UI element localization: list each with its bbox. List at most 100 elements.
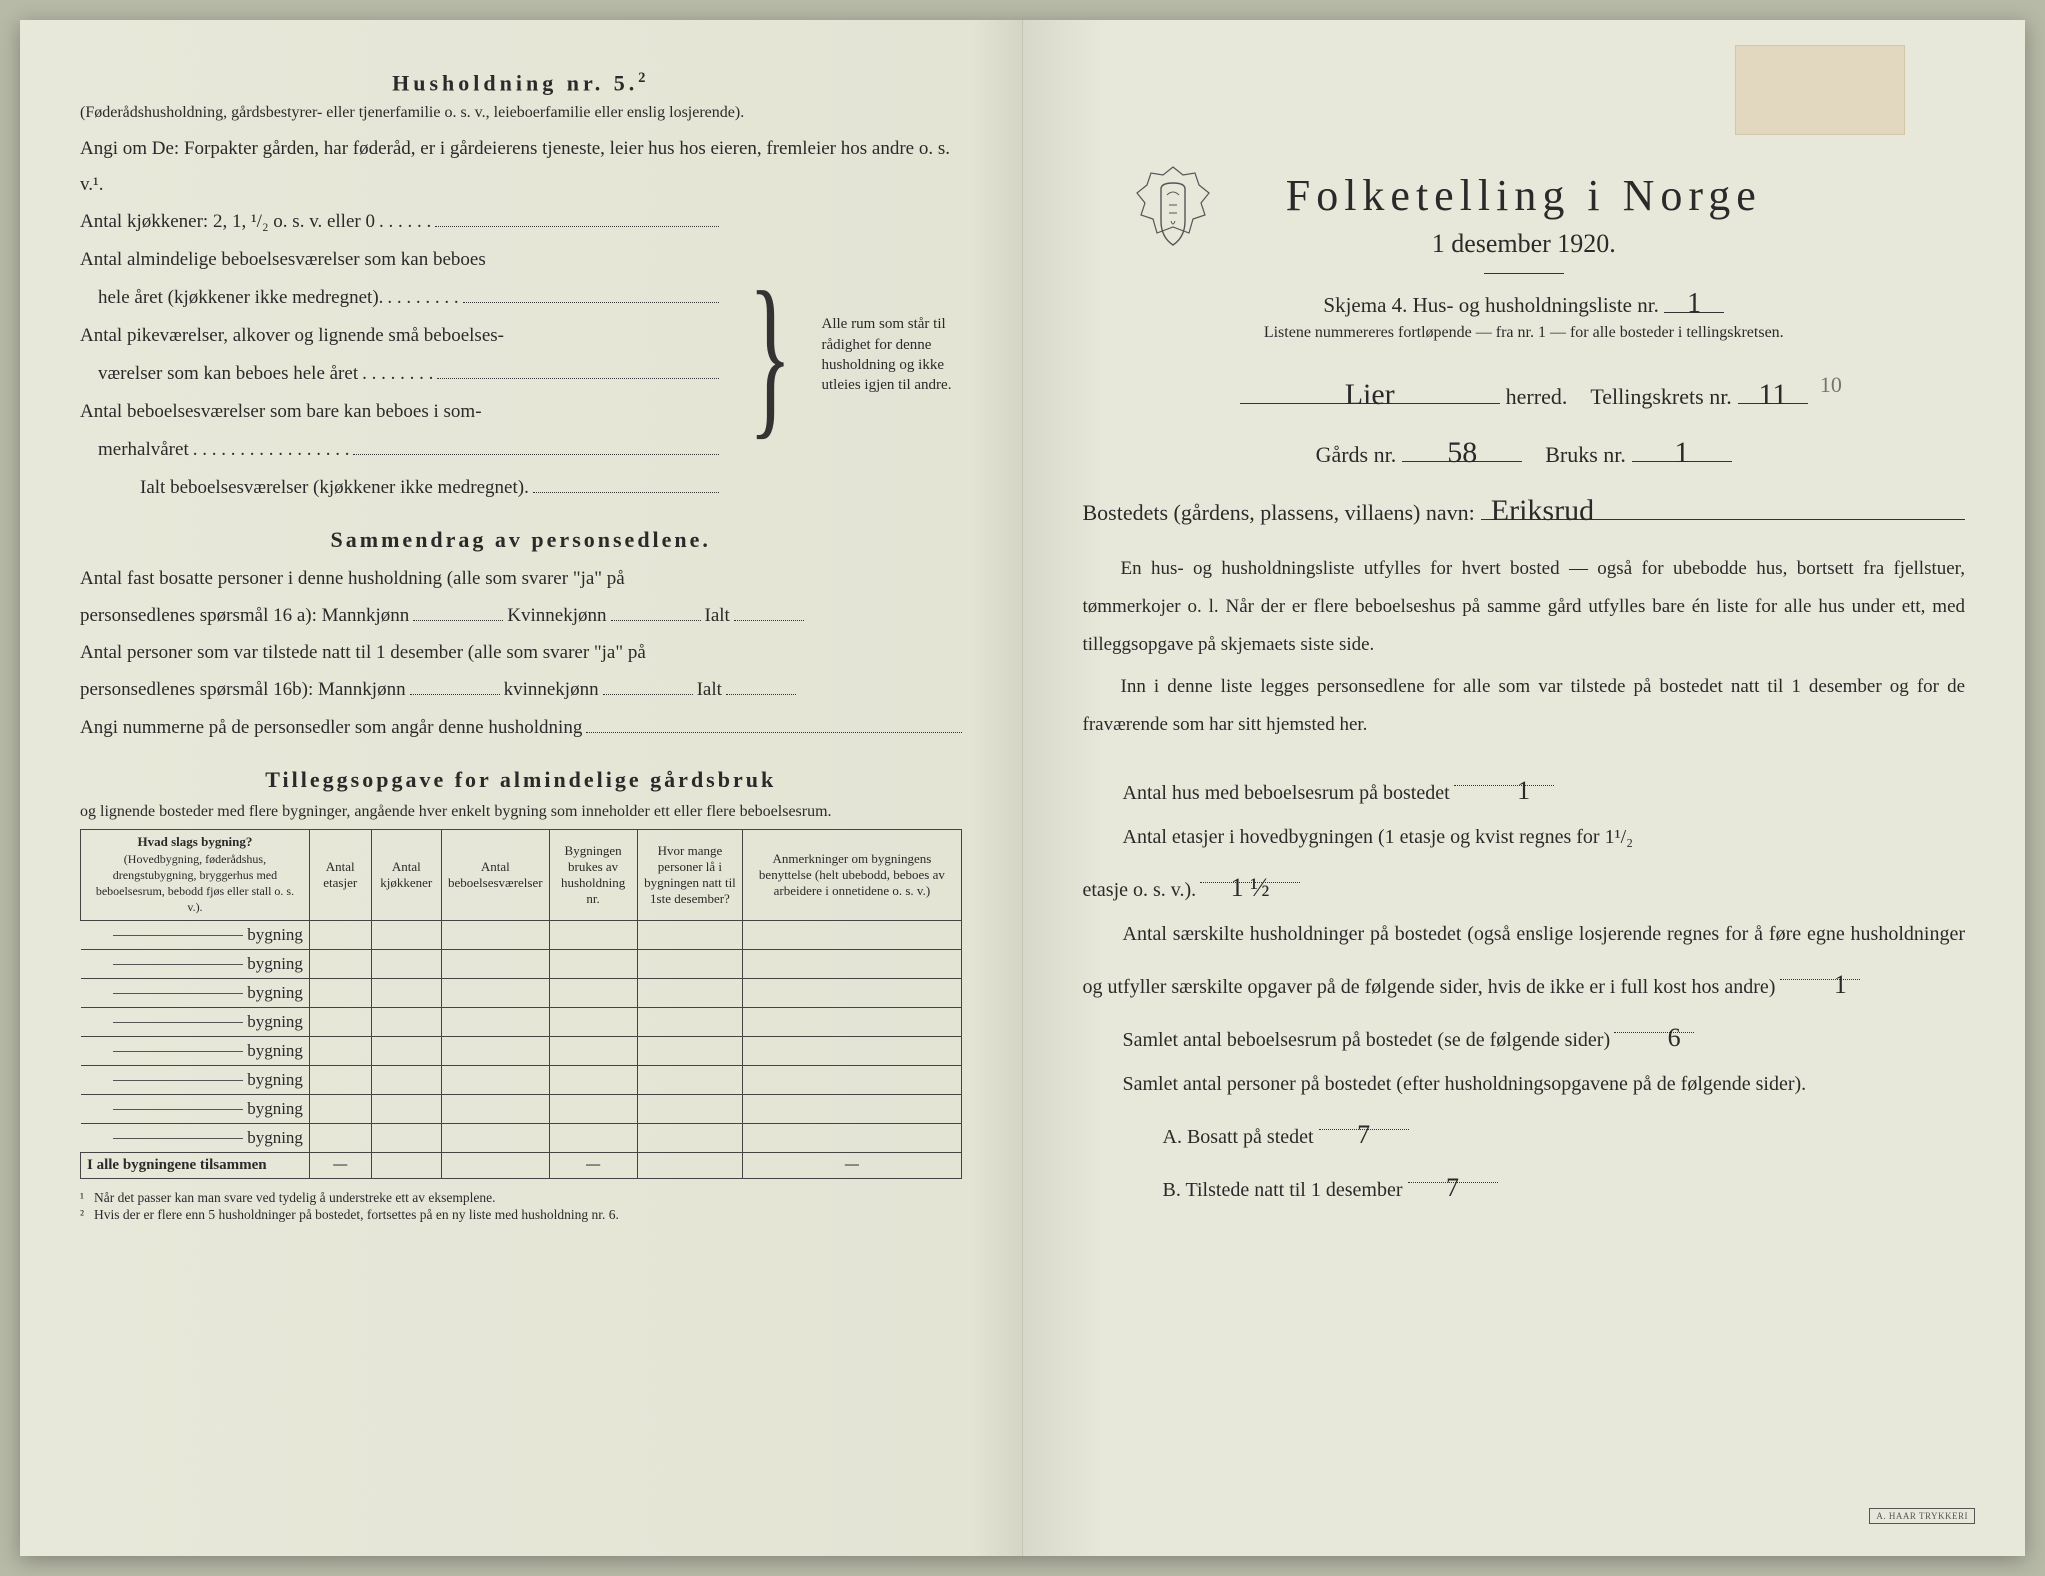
q2-label2: etasje o. s. v.). — [1083, 868, 1197, 912]
gards-row: Gårds nr. 58 Bruks nr. 1 — [1083, 436, 1966, 468]
row-label: bygning — [81, 1036, 310, 1065]
table-row: bygning — [81, 1094, 962, 1123]
row-pike-b: værelser som kan beboes hele året — [98, 355, 358, 393]
row-rooms-b: hele året (kjøkkener ikke medregnet). — [98, 279, 383, 317]
th-kjokken: Antal kjøkkener — [371, 830, 441, 920]
th-vaerelser: Antal beboelsesværelser — [441, 830, 549, 920]
qA-label: A. Bosatt på stedet — [1163, 1126, 1314, 1148]
th-anmerk: Anmerkninger om bygningens benyttelse (h… — [743, 830, 961, 920]
row-label: bygning — [81, 1007, 310, 1036]
krets-label: Tellingskrets nr. — [1590, 384, 1731, 410]
intro-2: Angi om De: Forpakter gården, har føderå… — [80, 131, 962, 203]
footnotes: ¹Når det passer kan man svare ved tydeli… — [80, 1189, 962, 1224]
skjema-label: Skjema 4. Hus- og husholdningsliste nr. — [1323, 293, 1658, 317]
sammendrag-p2c: kvinnekjønn — [504, 671, 599, 709]
table-row: bygning — [81, 1065, 962, 1094]
listene-text: Listene nummereres fortløpende — fra nr.… — [1083, 324, 1966, 342]
sammendrag-p2b: personsedlenes spørsmål 16b): Mannkjønn — [80, 671, 406, 709]
q1-value: 1 — [1517, 776, 1530, 805]
row-label: bygning — [81, 949, 310, 978]
table-row: bygning — [81, 1036, 962, 1065]
qA-row: A. Bosatt på stedet 7 — [1163, 1106, 1966, 1159]
herred-row: Lier herred. Tellingskrets nr. 11 10 — [1083, 378, 1966, 410]
row-summer-b: merhalvåret — [98, 431, 189, 469]
row-label: bygning — [81, 1123, 310, 1152]
bosted-row: Bostedets (gårdens, plassens, villaens) … — [1083, 494, 1966, 526]
para-2: Inn i denne liste legges personsedlene f… — [1083, 668, 1966, 744]
table-row: bygning — [81, 949, 962, 978]
qA-value: 7 — [1357, 1120, 1370, 1149]
row-kitchens: Antal kjøkkener: 2, 1, ¹/₂ o. s. v. elle… — [80, 203, 375, 241]
qB-label: B. Tilstede natt til 1 desember — [1163, 1179, 1403, 1201]
q3-value: 1 — [1834, 970, 1847, 999]
household-title: Husholdning nr. 5.2 — [80, 70, 962, 96]
row-total: Ialt beboelsesværelser (kjøkkener ikke m… — [140, 469, 529, 507]
bosted-value: Eriksrud — [1491, 494, 1594, 527]
sammendrag-p1c: Kvinnekjønn — [507, 597, 606, 635]
curly-brace-icon: } — [749, 274, 792, 436]
q1-label: Antal hus med beboelsesrum på bostedet — [1083, 771, 1450, 815]
herred-label: herred. — [1506, 384, 1568, 410]
footnote-1: Når det passer kan man svare ved tydelig… — [94, 1190, 495, 1205]
printer-stamp: A. HAAR TRYKKERI — [1869, 1508, 1975, 1524]
th-bygning-sub: (Hovedbygning, føderådshus, drengstubygn… — [96, 852, 294, 915]
sammendrag-p1d: Ialt — [705, 597, 730, 635]
th-personer: Hvor mange personer lå i bygningen natt … — [637, 830, 743, 920]
th-etasjer: Antal etasjer — [309, 830, 371, 920]
q5-label: Samlet antal personer på bostedet (efter… — [1083, 1062, 1966, 1106]
row-pike-a: Antal pikeværelser, alkover og lignende … — [80, 317, 504, 355]
krets-value: 11 — [1758, 378, 1787, 411]
sum-label: I alle bygningene tilsammen — [81, 1152, 310, 1178]
bruks-value: 1 — [1674, 436, 1689, 469]
q4-row: Samlet antal beboelsesrum på bostedet (s… — [1083, 1009, 1966, 1062]
right-page: Folketelling i Norge 1 desember 1920. Sk… — [1023, 20, 2026, 1556]
herred-value: Lier — [1345, 378, 1395, 411]
household-title-super: 2 — [638, 70, 649, 86]
liste-nr: 1 — [1687, 288, 1701, 319]
q1-row: Antal hus med beboelsesrum på bostedet 1 — [1083, 762, 1966, 815]
gards-label: Gårds nr. — [1316, 442, 1397, 468]
row-label: bygning — [81, 920, 310, 949]
sammendrag-p1b: personsedlenes spørsmål 16 a): Mannkjønn — [80, 597, 409, 635]
skjema-line: Skjema 4. Hus- og husholdningsliste nr. … — [1083, 288, 1966, 318]
brace-text: Alle rum som står til rådighet for denne… — [822, 314, 962, 395]
qB-value: 7 — [1446, 1173, 1459, 1202]
gards-value: 58 — [1447, 436, 1477, 469]
q4-label: Samlet antal beboelsesrum på bostedet (s… — [1083, 1018, 1611, 1062]
q4-value: 6 — [1668, 1023, 1681, 1052]
sub-title: 1 desember 1920. — [1083, 229, 1966, 259]
intro-1: (Føderådshusholdning, gårdsbestyrer- ell… — [80, 102, 962, 124]
divider — [1484, 273, 1564, 274]
q2-label1: Antal etasjer i hovedbygningen (1 etasje… — [1123, 826, 1634, 848]
row-label: bygning — [81, 978, 310, 1007]
tillegg-sub: og lignende bosteder med flere bygninger… — [80, 801, 962, 823]
sammendrag-p1a: Antal fast bosatte personer i denne hush… — [80, 561, 962, 597]
left-page: Husholdning nr. 5.2 (Føderådshusholdning… — [20, 20, 1023, 1556]
sammendrag-p3: Angi nummerne på de personsedler som ang… — [80, 709, 582, 747]
table-row: bygning — [81, 978, 962, 1007]
building-table: Hvad slags bygning? (Hovedbygning, føder… — [80, 829, 962, 1178]
dash: — — [549, 1152, 637, 1178]
row-summer-a: Antal beboelsesværelser som bare kan beb… — [80, 393, 482, 431]
table-row: bygning — [81, 1123, 962, 1152]
table-row: bygning — [81, 1007, 962, 1036]
th-bygning: Hvad slags bygning? — [138, 834, 253, 849]
row-label: bygning — [81, 1094, 310, 1123]
bosted-label: Bostedets (gårdens, plassens, villaens) … — [1083, 500, 1475, 526]
tillegg-title: Tilleggsopgave for almindelige gårdsbruk — [80, 767, 962, 793]
coat-of-arms-icon — [1133, 165, 1213, 265]
main-title: Folketelling i Norge — [1083, 170, 1966, 221]
row-rooms-a: Antal almindelige beboelsesværelser som … — [80, 241, 486, 279]
krets-struck: 10 — [1820, 372, 1842, 398]
document-spread: Husholdning nr. 5.2 (Føderådshusholdning… — [20, 20, 2025, 1556]
sammendrag-p2d: Ialt — [697, 671, 722, 709]
qB-row: B. Tilstede natt til 1 desember 7 — [1163, 1159, 1966, 1212]
q2-row: Antal etasjer i hovedbygningen (1 etasje… — [1083, 815, 1966, 859]
building-rows: bygning bygning bygning bygning bygning … — [81, 920, 962, 1178]
table-sum-row: I alle bygningene tilsammen — — — — [81, 1152, 962, 1178]
q3-row: Antal særskilte husholdninger på bostede… — [1083, 912, 1966, 1009]
kitchen-rooms-block: Antal kjøkkener: 2, 1, ¹/₂ o. s. v. elle… — [80, 203, 962, 507]
bruks-label: Bruks nr. — [1545, 442, 1626, 468]
q2-value: 1 ½ — [1231, 873, 1270, 902]
footnote-2: Hvis der er flere enn 5 husholdninger på… — [94, 1207, 619, 1222]
